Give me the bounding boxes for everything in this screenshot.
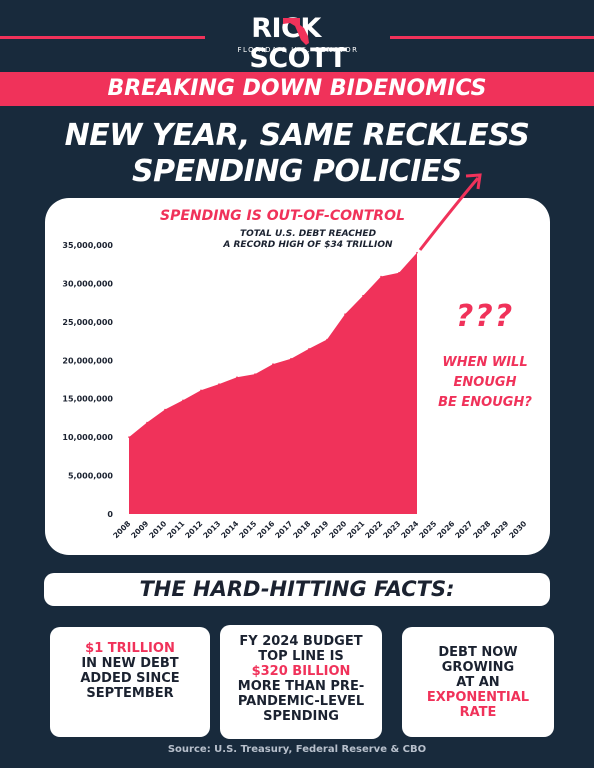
fact2-line-2: TOP LINE IS xyxy=(258,649,344,664)
source-note: Source: U.S. Treasury, Federal Reserve &… xyxy=(167,744,427,755)
fact3-line-3: AT AN xyxy=(456,675,500,690)
x-tick-label: 2020 xyxy=(327,519,348,540)
data-point xyxy=(164,408,166,411)
data-point xyxy=(380,275,382,278)
x-tick-label: 2026 xyxy=(435,519,456,540)
y-tick-label: 25,000,000 xyxy=(62,318,113,327)
logo-last-name: SCOTT xyxy=(249,43,347,74)
x-tick-label: 2023 xyxy=(381,519,402,540)
chart-title: SPENDING IS OUT-OF-CONTROL xyxy=(160,208,405,224)
x-tick-label: 2022 xyxy=(363,519,384,540)
fact1-line-4: SEPTEMBER xyxy=(86,686,174,701)
fact1-line-1: $1 TRILLION xyxy=(85,641,175,656)
fact-card-budget: FY 2024 BUDGET TOP LINE IS $320 BILLION … xyxy=(220,625,382,739)
data-point xyxy=(416,251,418,254)
x-tick-label: 2011 xyxy=(165,519,186,540)
y-tick-label: 10,000,000 xyxy=(62,433,113,442)
x-tick-label: 2008 xyxy=(111,519,132,540)
annotation-line-1: TOTAL U.S. DEBT REACHED xyxy=(239,229,377,239)
when-enough-text: WHEN WILL ENOUGH BE ENOUGH? xyxy=(420,353,550,413)
logo: RICKSCOTT FLORIDA'S U.S. SENATOR xyxy=(218,10,378,74)
x-tick-label: 2017 xyxy=(273,519,294,540)
fact1-line-2: IN NEW DEBT xyxy=(81,656,179,671)
data-point xyxy=(290,357,292,360)
debt-area xyxy=(129,252,417,514)
headline-line-2: SPENDING POLICIES xyxy=(132,154,462,189)
data-point xyxy=(236,376,238,379)
x-tick-label: 2019 xyxy=(309,519,330,540)
data-point xyxy=(326,338,328,341)
x-tick-label: 2015 xyxy=(237,519,258,540)
fact3-line-1: DEBT NOW xyxy=(438,645,518,660)
data-point xyxy=(344,313,346,316)
when-line-1: WHEN WILL xyxy=(442,355,528,370)
x-tick-label: 2013 xyxy=(201,519,222,540)
data-point xyxy=(200,389,202,392)
chart-annotation: TOTAL U.S. DEBT REACHED A RECORD HIGH OF… xyxy=(188,229,428,251)
facts-title: THE HARD-HITTING FACTS: xyxy=(44,573,550,606)
x-tick-label: 2018 xyxy=(291,519,312,540)
data-point xyxy=(182,399,184,402)
fact-card-exponential: DEBT NOW GROWING AT AN EXPONENTIAL RATE xyxy=(402,627,554,737)
x-axis: 2008200920102011201220132014201520162017… xyxy=(111,519,528,540)
x-tick-label: 2029 xyxy=(489,519,510,540)
annotation-line-2: A RECORD HIGH OF $34 TRILLION xyxy=(223,240,393,250)
fact2-line-6: SPENDING xyxy=(263,709,339,724)
headline: NEW YEAR, SAME RECKLESS SPENDING POLICIE… xyxy=(40,118,554,190)
data-point xyxy=(254,373,256,375)
x-tick-label: 2028 xyxy=(471,519,492,540)
fact3-line-5: RATE xyxy=(459,705,497,720)
data-point xyxy=(362,294,364,297)
y-tick-label: 30,000,000 xyxy=(62,279,113,288)
fact2-line-1: FY 2024 BUDGET xyxy=(239,634,363,649)
fact2-line-5: PANDEMIC-LEVEL xyxy=(237,694,365,709)
fact3-line-4: EXPONENTIAL xyxy=(426,690,530,705)
x-tick-label: 2016 xyxy=(255,519,276,540)
banner-title: BREAKING DOWN BIDENOMICS xyxy=(0,72,594,106)
x-tick-label: 2009 xyxy=(129,519,150,540)
x-tick-label: 2021 xyxy=(345,519,366,540)
y-tick-label: 20,000,000 xyxy=(62,356,113,365)
data-point xyxy=(308,348,310,350)
x-tick-label: 2024 xyxy=(399,519,420,540)
header-rule-left xyxy=(0,36,205,39)
logo-subtitle: FLORIDA'S U.S. SENATOR xyxy=(237,46,359,54)
y-axis: 0 5,000,000 10,000,000 15,000,000 20,000,000… xyxy=(62,241,113,519)
y-tick-label: 15,000,000 xyxy=(62,395,113,404)
y-tick-label: 0 xyxy=(107,510,113,519)
data-point xyxy=(218,383,220,385)
data-point xyxy=(128,436,130,438)
x-tick-label: 2014 xyxy=(219,519,240,540)
fact2-line-3: $320 BILLION xyxy=(251,664,351,679)
data-point xyxy=(398,271,400,274)
x-tick-label: 2025 xyxy=(417,519,438,540)
when-line-3: BE ENOUGH? xyxy=(438,395,532,410)
series-total-debt xyxy=(128,251,418,514)
y-tick-label: 5,000,000 xyxy=(68,472,113,481)
x-tick-label: 2012 xyxy=(183,519,204,540)
fact2-line-4: MORE THAN PRE- xyxy=(237,679,365,694)
question-marks: ??? xyxy=(455,299,515,334)
fact3-line-2: GROWING xyxy=(441,660,515,675)
florida-icon xyxy=(283,18,309,45)
fact-card-new-debt: $1 TRILLION IN NEW DEBT ADDED SINCE SEPT… xyxy=(50,627,210,737)
when-line-2: ENOUGH xyxy=(453,375,517,390)
headline-line-1: NEW YEAR, SAME RECKLESS xyxy=(64,118,530,153)
data-point xyxy=(272,363,274,365)
x-tick-label: 2027 xyxy=(453,519,474,540)
y-tick-label: 35,000,000 xyxy=(62,241,113,250)
x-tick-label: 2010 xyxy=(147,519,168,540)
x-tick-label: 2030 xyxy=(507,519,528,540)
fact1-line-3: ADDED SINCE xyxy=(80,671,180,686)
header-rule-right xyxy=(390,36,594,39)
data-point xyxy=(146,421,148,424)
